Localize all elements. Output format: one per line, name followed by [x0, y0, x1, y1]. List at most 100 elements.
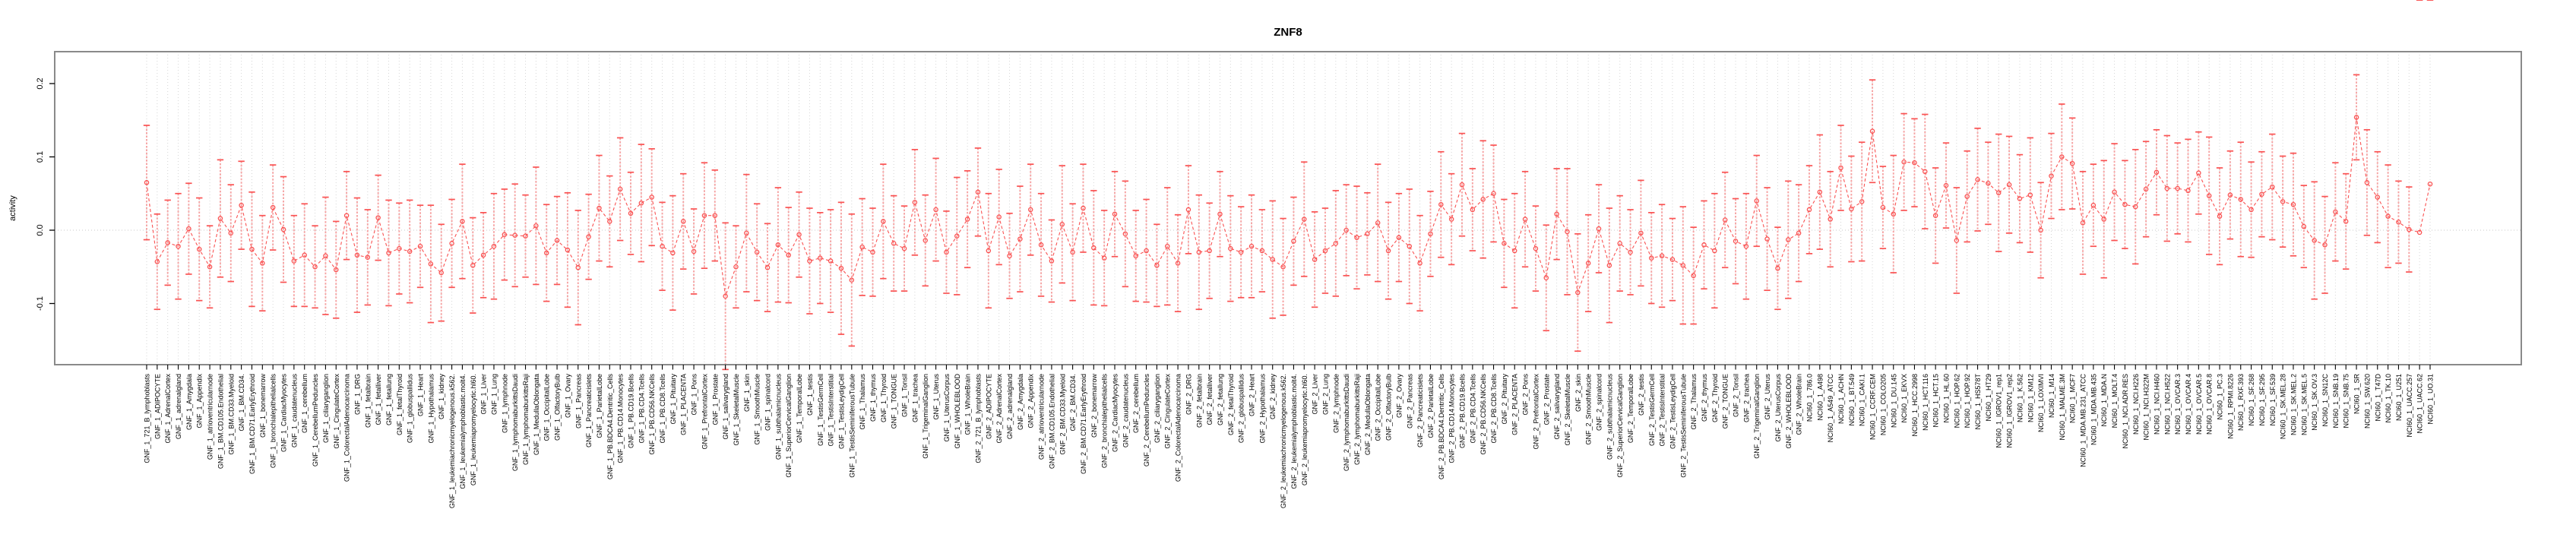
- data-point: [818, 255, 823, 261]
- x-tick-label: GNF_1_fetalThyroid: [396, 374, 403, 435]
- x-tick-label: GNF_1_leukemiapromyelocytic.hl60.: [470, 374, 477, 485]
- x-tick-label: GNF_1_CingulateCortex: [333, 374, 340, 449]
- x-tick-label: GNF_1_BM.CD33.Myeloid: [227, 374, 235, 455]
- x-tick-label: GNF_1_PB.BDCA4.Dentritic_Cells: [606, 374, 614, 480]
- x-tick-label: GNF_2_BM.CD33.Myeloid: [1059, 374, 1066, 455]
- y-tick-label: 0.2: [36, 77, 45, 89]
- data-point: [2238, 197, 2243, 202]
- data-point: [964, 217, 970, 222]
- x-tick-label: GNF_2_trachea: [1742, 374, 1750, 422]
- x-axis-group: GNF_1_721_B_lymphoblasts GNF_1_ADIPOCYTE G…: [144, 365, 2435, 508]
- x-tick-label: NCI60_1_KM12: [2027, 374, 2034, 422]
- data-point: [2175, 185, 2180, 191]
- x-tick-label: GNF_2_Pancreas: [1406, 374, 1413, 429]
- x-tick-label: GNF_2_PrefrontalCortex: [1532, 374, 1540, 450]
- data-point: [1312, 257, 1318, 262]
- x-tick-label: GNF_1_Thalamus: [859, 374, 866, 430]
- x-tick-label: NCI60_1_SF.268: [2248, 374, 2255, 426]
- gridlines-group: [146, 52, 2431, 365]
- data-point: [2427, 181, 2433, 187]
- data-point: [2217, 213, 2223, 219]
- data-point: [775, 242, 781, 248]
- x-tick-label: NCI60_1_SK.MEL.5: [2300, 374, 2308, 435]
- data-point: [1248, 243, 1255, 249]
- data-point: [1081, 205, 1086, 211]
- data-point: [1175, 261, 1181, 266]
- data-point: [1322, 248, 1328, 254]
- y-axis-group: -0.1 0.0 0.1 0.2: [36, 77, 55, 311]
- data-point: [1680, 263, 1686, 268]
- x-tick-label: NCI60_1_MOLT.4: [2111, 374, 2119, 428]
- x-tick-label: GNF_2_bronchialepithelialcells: [1101, 374, 1109, 469]
- data-point: [1649, 255, 1654, 261]
- x-tick-label: NCI60_1_OVCAR.3: [2174, 374, 2182, 435]
- data-point: [302, 252, 307, 258]
- x-tick-label: NCI60_1_OVCAR.4: [2185, 374, 2192, 435]
- data-point: [1122, 231, 1128, 237]
- data-point: [1144, 248, 1149, 254]
- plot-border: [54, 51, 2522, 365]
- x-tick-label: NCI60_1_DU.145: [1890, 374, 1897, 428]
- data-point: [407, 248, 413, 255]
- data-point: [280, 226, 286, 232]
- x-tick-label: GNF_1_subthalamicnucleus: [774, 374, 782, 460]
- data-point: [144, 180, 150, 185]
- x-tick-label: GNF_2_WholeBrain: [1796, 374, 1803, 435]
- x-tick-label: NCI60_1_A498: [1816, 374, 1824, 421]
- x-tick-label: NCI60_1_SK.MEL.2: [2290, 374, 2297, 435]
- data-point: [701, 213, 707, 218]
- data-point: [2101, 217, 2106, 222]
- data-point: [2290, 201, 2296, 207]
- x-tick-label: GNF_1_SuperiorCervicalGanglion: [785, 374, 793, 478]
- data-point: [1932, 213, 1938, 218]
- x-tick-label: NCI60_1_NCI.H460: [2153, 374, 2160, 435]
- x-tick-label: GNF_2_ParietalLobe: [1427, 374, 1435, 438]
- data-point: [1743, 243, 1749, 249]
- x-tick-label: GNF_1_Liver: [480, 374, 488, 415]
- data-point: [217, 216, 223, 221]
- data-point: [397, 245, 402, 251]
- x-tick-label: GNF_2_adrenalgland: [1006, 374, 1014, 439]
- x-tick-label: GNF_2_lymphomaburkittsRaji: [1353, 374, 1361, 465]
- x-tick-label: GNF_1_Prostate: [711, 374, 719, 425]
- x-tick-label: GNF_1_caudatenucleus: [290, 374, 298, 448]
- data-point: [1470, 207, 1476, 213]
- data-point: [1385, 248, 1391, 254]
- x-tick-label: GNF_1_TONGUE: [891, 374, 898, 428]
- x-tick-label: GNF_2_TestisLeydigCell: [1669, 374, 1676, 449]
- data-point: [1722, 217, 1728, 223]
- data-point: [2006, 182, 2012, 188]
- data-point: [1217, 211, 1223, 217]
- data-point: [881, 219, 886, 224]
- x-tick-label: NCI60_1_U251: [2395, 374, 2403, 421]
- data-point: [1164, 243, 1170, 249]
- x-tick-label: GNF_2_fetalliver: [1206, 374, 1214, 425]
- data-point: [2027, 192, 2033, 198]
- x-tick-label: GNF_2_AdrenalCortex: [995, 374, 1003, 444]
- x-tick-label: GNF_1_Tonsil: [901, 374, 909, 417]
- x-tick-label: GNF_1_kidney: [438, 374, 445, 420]
- x-tick-label: GNF_1_fetalbrain: [364, 374, 372, 428]
- x-tick-label: NCI60_1_NCI.ADR.RES: [2122, 374, 2129, 449]
- data-point: [1775, 265, 1780, 271]
- x-tick-label: GNF_2_skin: [1574, 374, 1582, 412]
- data-point: [323, 253, 328, 259]
- x-tick-label: GNF_1_PrefrontalCortex: [701, 374, 708, 450]
- data-point: [1628, 249, 1633, 255]
- data-point: [2049, 173, 2054, 179]
- x-tick-label: GNF_1_spinalcord: [764, 374, 772, 431]
- x-tick-label: GNF_2_TestisInterstitial: [1659, 374, 1666, 447]
- x-tick-label: GNF_1_Hypothalamus: [427, 374, 435, 444]
- x-tick-label: GNF_1_salivarygland: [722, 374, 729, 440]
- data-point: [1669, 257, 1676, 262]
- data-point: [260, 261, 265, 266]
- x-tick-label: GNF_2_TONGUE: [1722, 374, 1729, 428]
- data-point: [512, 232, 517, 239]
- data-point: [438, 270, 444, 276]
- x-tick-label: GNF_1_leukemialymphoblastic.molt4.: [459, 374, 467, 489]
- x-tick-label: GNF_2_TrigeminalGanglion: [1753, 374, 1761, 459]
- x-tick-label: GNF_2_Lung: [1321, 374, 1329, 415]
- x-tick-label: GNF_1_BM.CD105.Endothelial: [217, 374, 224, 469]
- data-point: [2185, 188, 2191, 194]
- x-tick-label: NCI60_1_HS578T: [1974, 374, 1982, 430]
